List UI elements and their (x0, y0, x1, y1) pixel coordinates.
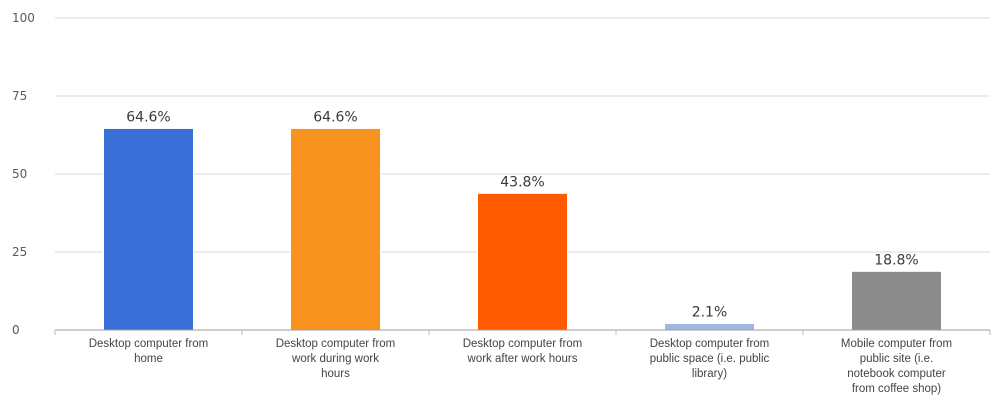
labels: 0 25 50 75 100 64.6% Desktop computer from home… (12, 11, 952, 395)
bars (103, 127, 942, 331)
data-label-1: 64.6% (126, 109, 170, 125)
bar-5 (851, 270, 942, 331)
category-label-line: public site (i.e. (860, 353, 934, 365)
y-tick-label-0: 0 (12, 323, 20, 337)
y-tick-label-25: 25 (12, 245, 27, 259)
bar-3 (477, 192, 568, 331)
category-label-line: public space (i.e. public (650, 353, 770, 365)
category-label-line: hours (321, 368, 350, 380)
data-label-5: 18.8% (874, 252, 918, 268)
category-label-line: from coffee shop) (852, 383, 941, 395)
data-label-4: 2.1% (692, 304, 728, 320)
category-label-line: library) (692, 368, 727, 380)
category-label-line: work during work (291, 353, 379, 365)
y-tick-label-75: 75 (12, 89, 27, 103)
category-label-line: Desktop computer from (463, 338, 583, 350)
bar-4 (664, 322, 755, 331)
category-label-line: Mobile computer from (841, 338, 952, 350)
category-label-2: Desktop computer from work during work hou… (276, 338, 396, 380)
category-label-line: Desktop computer from (89, 338, 209, 350)
category-label-3: Desktop computer from work after work hou… (463, 338, 583, 365)
category-label-line: home (134, 353, 163, 365)
category-label-line: Desktop computer from (650, 338, 770, 350)
x-axis (54, 329, 991, 335)
category-label-line: Desktop computer from (276, 338, 396, 350)
category-label-line: notebook computer (847, 368, 946, 380)
category-label-1: Desktop computer from home (89, 338, 209, 365)
data-label-3: 43.8% (500, 174, 544, 190)
category-label-line: work after work hours (467, 353, 578, 365)
y-tick-label-100: 100 (12, 11, 35, 25)
data-label-2: 64.6% (313, 109, 357, 125)
category-label-4: Desktop computer from public space (i.e. … (650, 338, 770, 380)
category-label-5: Mobile computer from public site (i.e. not… (841, 338, 952, 395)
y-tick-label-50: 50 (12, 167, 27, 181)
bar-2 (290, 127, 381, 331)
bar-1 (103, 127, 194, 331)
